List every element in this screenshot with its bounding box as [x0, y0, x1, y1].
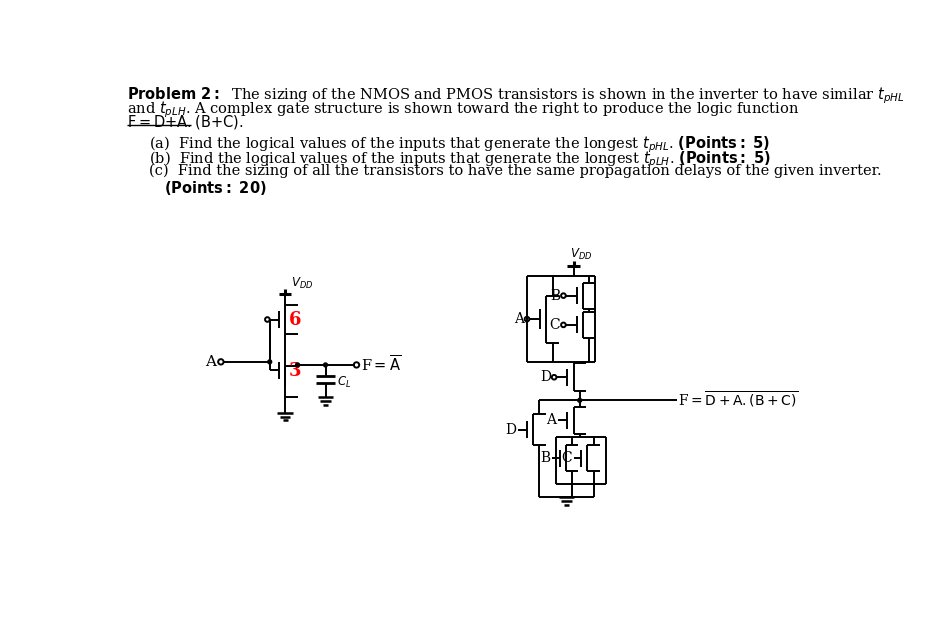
Text: F$=\overline{\mathrm{A}}$: F$=\overline{\mathrm{A}}$: [361, 355, 401, 375]
Text: (a)  Find the logical values of the inputs that generate the longest $t_{pHL}$. : (a) Find the logical values of the input…: [149, 135, 770, 156]
Text: $C_L$: $C_L$: [337, 375, 352, 390]
Text: C: C: [550, 318, 560, 332]
Text: C: C: [562, 451, 572, 465]
Text: B: B: [540, 451, 551, 465]
Text: $V_{DD}$: $V_{DD}$: [569, 247, 592, 262]
Circle shape: [268, 360, 272, 364]
Text: D: D: [505, 422, 516, 437]
Text: B: B: [551, 289, 560, 303]
Circle shape: [296, 363, 299, 367]
Text: A: A: [206, 355, 216, 369]
Text: A: A: [547, 414, 556, 427]
Text: and $t_{pLH}$. A complex gate structure is shown toward the right to produce the: and $t_{pLH}$. A complex gate structure …: [127, 100, 800, 120]
Text: D: D: [540, 370, 551, 384]
Circle shape: [324, 363, 327, 367]
Text: $\mathrm{F{=}D{+}A.(B{+}C)}$.: $\mathrm{F{=}D{+}A.(B{+}C)}$.: [127, 113, 244, 131]
Circle shape: [578, 399, 581, 402]
Text: A: A: [514, 312, 524, 326]
Text: 6: 6: [289, 311, 301, 329]
Text: (b)  Find the logical values of the inputs that generate the longest $t_{pLH}$. : (b) Find the logical values of the input…: [149, 149, 771, 170]
Text: F$=\overline{\mathrm{D+A.(B+C)}}$: F$=\overline{\mathrm{D+A.(B+C)}}$: [678, 390, 798, 411]
Text: $V_{DD}$: $V_{DD}$: [291, 276, 313, 291]
Text: (c)  Find the sizing of all the transistors to have the same propagation delays : (c) Find the sizing of all the transisto…: [149, 164, 882, 179]
Text: $\mathbf{(Points:\ 20)}$: $\mathbf{(Points:\ 20)}$: [165, 179, 267, 197]
Text: $\mathbf{Problem\ 2:}$  The sizing of the NMOS and PMOS transistors is shown in : $\mathbf{Problem\ 2:}$ The sizing of the…: [127, 85, 905, 106]
Text: 3: 3: [289, 362, 301, 380]
